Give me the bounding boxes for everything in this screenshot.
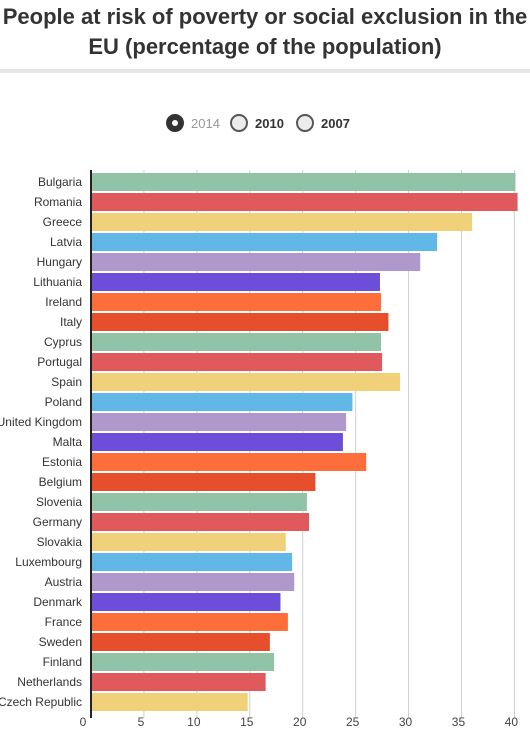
bar [91, 293, 382, 311]
category-label: Poland [45, 395, 82, 409]
radio-unselected-icon [296, 114, 314, 132]
bar [91, 273, 380, 291]
category-label: Lithuania [33, 275, 82, 289]
category-label: Cyprus [44, 335, 82, 349]
bar [91, 693, 248, 711]
radio-selected-icon [166, 114, 184, 132]
bar [91, 513, 310, 531]
x-tick-label: 15 [240, 715, 254, 729]
bar [91, 633, 270, 651]
bar [91, 173, 516, 191]
category-label: Ireland [45, 295, 82, 309]
x-tick-label: 35 [452, 715, 466, 729]
category-label: Austria [45, 575, 83, 589]
bar [91, 593, 281, 611]
category-label: Slovakia [37, 535, 83, 549]
bar [91, 653, 275, 671]
x-tick-label: 10 [187, 715, 201, 729]
bar [91, 553, 293, 571]
year-option-label: 2007 [321, 116, 350, 131]
category-label: Germany [33, 515, 82, 529]
x-tick-label: 5 [138, 715, 145, 729]
category-label: France [45, 615, 83, 629]
category-label: Finland [43, 655, 82, 669]
x-tick-label: 40 [505, 715, 519, 729]
category-label: Bulgaria [38, 175, 82, 189]
category-label: Slovenia [36, 495, 82, 509]
bar [91, 353, 383, 371]
chart-title: People at risk of poverty or social excl… [2, 4, 528, 59]
bar [91, 493, 307, 511]
bar [91, 613, 288, 631]
bar [91, 453, 367, 471]
bar [91, 433, 343, 451]
category-label: Luxembourg [15, 555, 82, 569]
bar [91, 673, 266, 691]
year-option-label: 2010 [255, 116, 284, 131]
bar [91, 253, 421, 271]
category-label: Czech Republic [0, 695, 82, 709]
category-label: Belgium [39, 475, 82, 489]
category-label: Netherlands [17, 675, 82, 689]
bar [91, 393, 353, 411]
bar [91, 373, 401, 391]
x-tick-label: 25 [346, 715, 360, 729]
x-tick-label: 20 [293, 715, 307, 729]
radio-unselected-icon [230, 114, 248, 132]
bar [91, 573, 295, 591]
category-label: Malta [53, 435, 83, 449]
category-label: Spain [51, 375, 82, 389]
category-label: Greece [43, 215, 83, 229]
x-tick-label: 0 [80, 715, 87, 729]
category-label: Romania [34, 195, 82, 209]
category-label: Portugal [37, 355, 82, 369]
category-label: Hungary [37, 255, 82, 269]
category-label: Sweden [39, 635, 82, 649]
category-label: Latvia [50, 235, 82, 249]
bar [91, 333, 382, 351]
year-option-label: 2014 [191, 116, 220, 131]
category-label: Italy [60, 315, 82, 329]
bar [91, 313, 389, 331]
category-label: Denmark [33, 595, 83, 609]
bar [91, 473, 316, 491]
bar [91, 413, 347, 431]
category-label: United Kingdom [0, 415, 82, 429]
title-divider [0, 69, 530, 73]
x-tick-label: 30 [399, 715, 413, 729]
bar [91, 533, 286, 551]
bar [91, 193, 518, 211]
bar [91, 213, 473, 231]
category-label: Estonia [42, 455, 82, 469]
bar [91, 233, 438, 251]
